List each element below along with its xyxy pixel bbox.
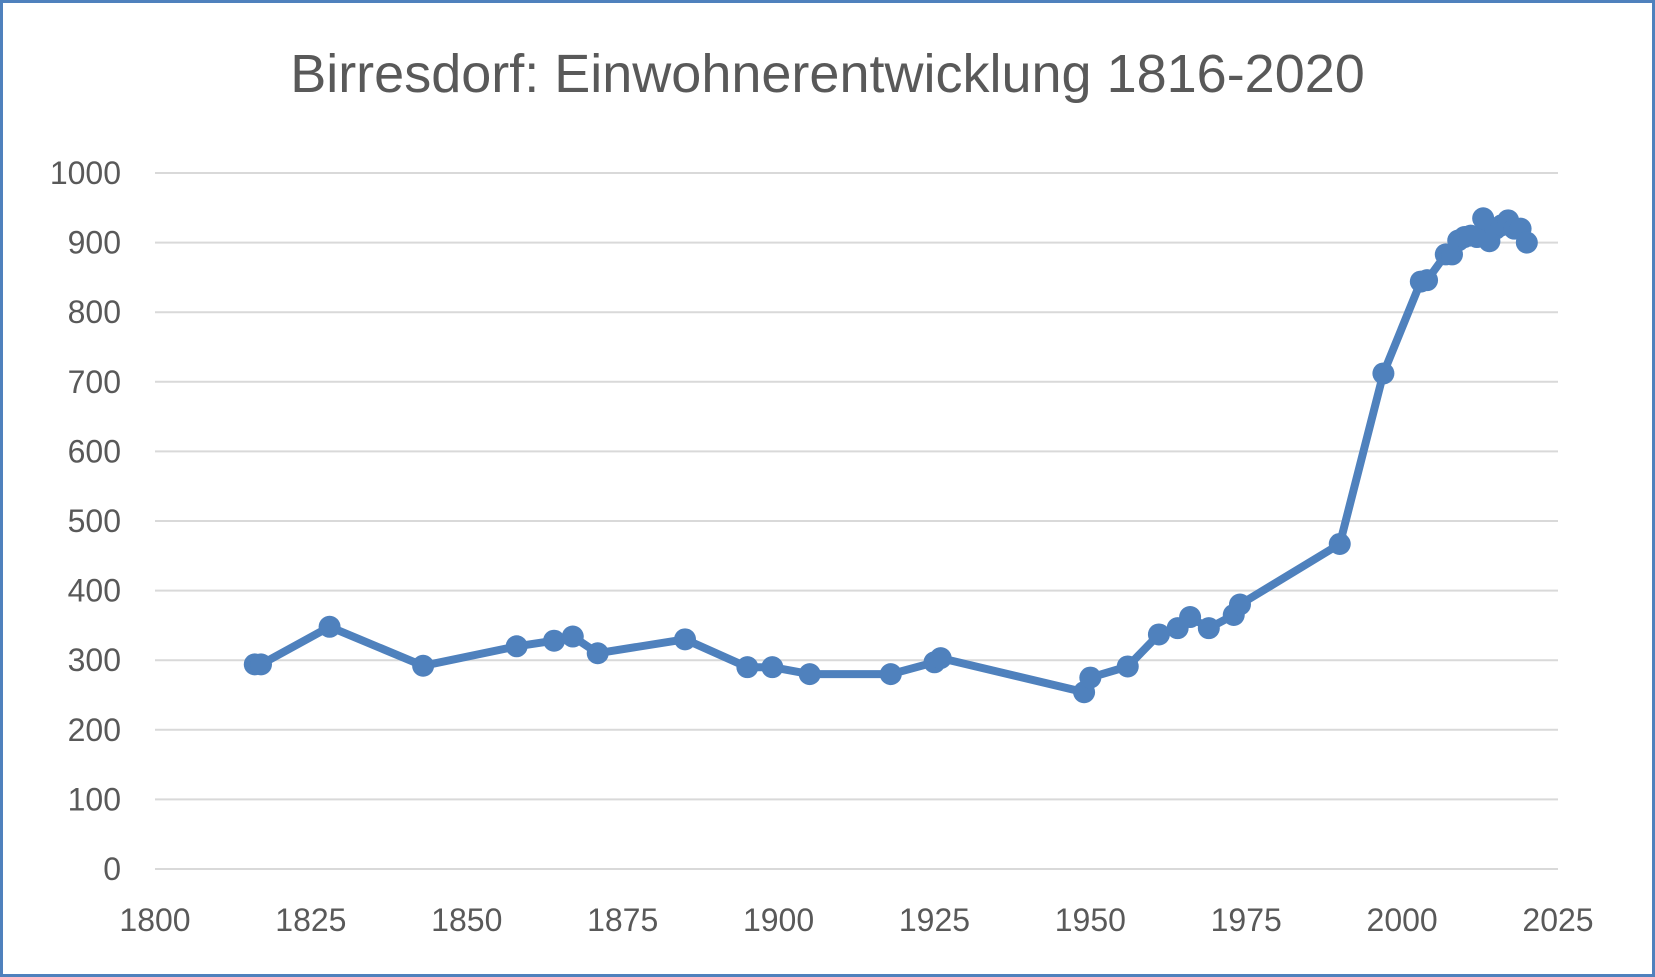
data-point: [879, 663, 902, 686]
data-point: [761, 656, 784, 679]
x-tick-label: 2000: [1367, 902, 1438, 938]
data-point: [1147, 623, 1170, 646]
data-point: [1416, 269, 1439, 292]
y-tick-label: 100: [68, 781, 121, 817]
x-axis-ticks: 1800 1825 1850 1875 1900 1925 1950 1975 2000 2025: [119, 902, 1593, 938]
data-point: [1228, 593, 1251, 616]
data-point: [543, 629, 566, 652]
y-tick-label: 0: [103, 851, 121, 887]
data-point: [1079, 666, 1102, 689]
y-tick-label: 200: [68, 712, 121, 748]
x-tick-label: 2025: [1522, 902, 1593, 938]
line-chart: 0 100 200 300 400 500 600 700 800 900 1000 1800 182…: [50, 155, 1594, 938]
y-axis-ticks: 0 100 200 300 400 500 600 700 800 900 1000: [50, 155, 121, 887]
x-tick-label: 1900: [743, 902, 814, 938]
x-tick-label: 1800: [119, 902, 190, 938]
x-tick-label: 1950: [1055, 902, 1126, 938]
data-point: [1179, 606, 1202, 629]
data-point: [1197, 617, 1220, 640]
y-tick-label: 800: [68, 294, 121, 330]
x-tick-label: 1875: [587, 902, 658, 938]
y-tick-label: 500: [68, 503, 121, 539]
chart-title: Birresdorf: Einwohnerentwicklung 1816-20…: [290, 44, 1365, 104]
x-tick-label: 1975: [1211, 902, 1282, 938]
data-point: [1372, 362, 1395, 385]
data-point: [318, 615, 341, 638]
data-point: [505, 635, 528, 658]
y-tick-label: 1000: [50, 155, 121, 191]
data-point: [736, 656, 759, 679]
x-tick-label: 1825: [275, 902, 346, 938]
data-point: [250, 653, 273, 676]
y-tick-label: 300: [68, 642, 121, 678]
gridlines: [155, 172, 1558, 870]
x-tick-label: 1925: [899, 902, 970, 938]
data-point: [798, 663, 821, 686]
x-tick-label: 1850: [431, 902, 502, 938]
data-point: [1116, 655, 1139, 678]
data-point: [929, 647, 952, 670]
data-point: [674, 628, 697, 651]
series-line: [250, 214, 1531, 697]
data-point: [1515, 231, 1538, 254]
y-tick-label: 900: [68, 225, 121, 261]
y-tick-label: 400: [68, 573, 121, 609]
data-point: [586, 642, 609, 665]
data-point: [1328, 532, 1351, 555]
data-point: [561, 625, 584, 648]
population-series: [243, 207, 1538, 704]
data-point: [412, 654, 435, 677]
y-tick-label: 600: [68, 433, 121, 469]
y-tick-label: 700: [68, 364, 121, 400]
